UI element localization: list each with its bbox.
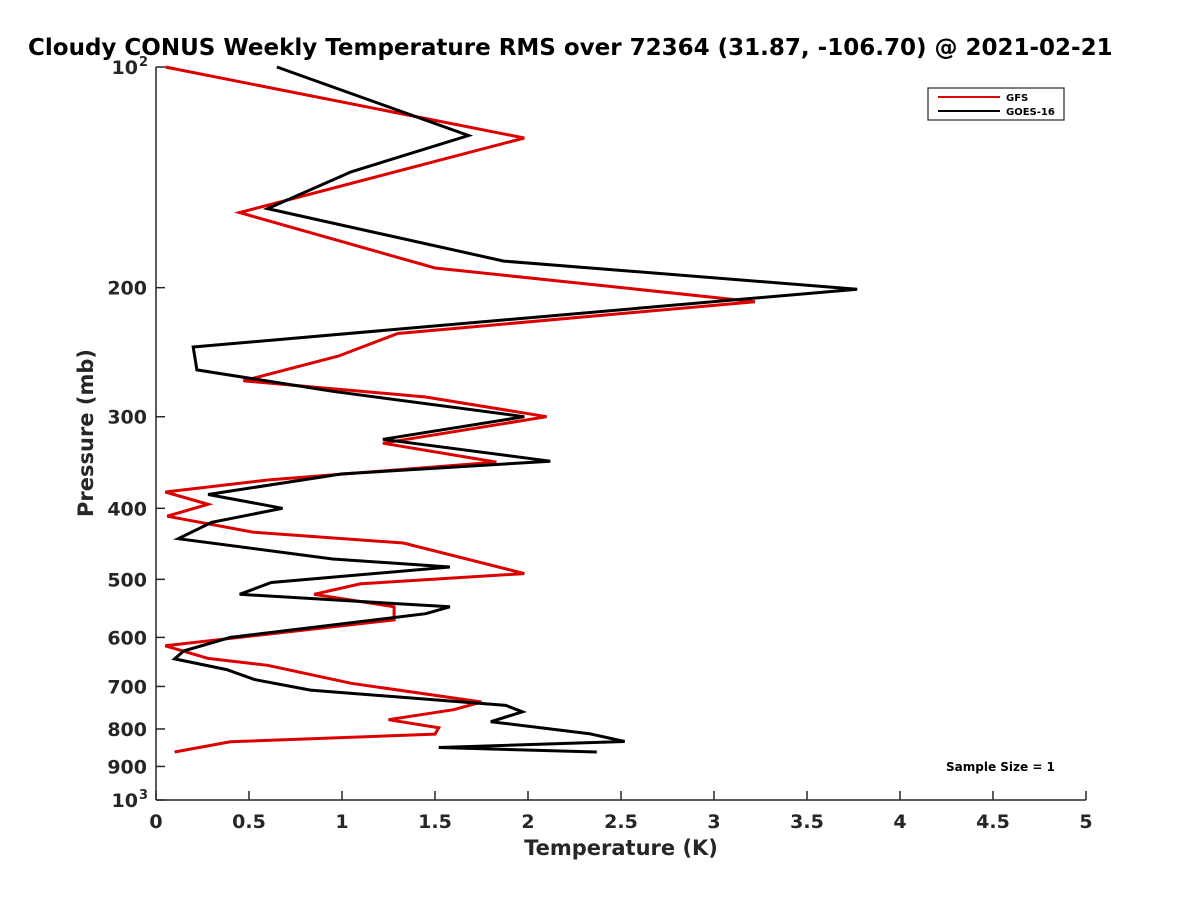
y-tick-label: 900 bbox=[107, 756, 147, 778]
x-tick-label: 4 bbox=[893, 811, 906, 833]
y-tick-label: 300 bbox=[107, 407, 147, 429]
x-tick-label: 3.5 bbox=[790, 811, 824, 833]
y-tick-label: 10 bbox=[112, 57, 138, 79]
chart-title: Cloudy CONUS Weekly Temperature RMS over… bbox=[28, 35, 1113, 61]
y-tick-label: 400 bbox=[107, 498, 147, 520]
x-tick-label: 5 bbox=[1079, 811, 1092, 833]
x-tick-label: 1.5 bbox=[418, 811, 452, 833]
series-layer bbox=[164, 65, 858, 754]
x-tick-label: 2.5 bbox=[604, 811, 638, 833]
y-tick-label: 800 bbox=[107, 719, 147, 741]
x-tick-label: 3 bbox=[707, 811, 720, 833]
y-tick-exponent: 3 bbox=[139, 788, 148, 803]
y-tick-label: 500 bbox=[107, 569, 147, 591]
y-axis-label: Pressure (mb) bbox=[74, 349, 98, 517]
x-tick-label: 4.5 bbox=[976, 811, 1010, 833]
x-tick-label: 0 bbox=[149, 811, 162, 833]
y-tick-label: 600 bbox=[107, 627, 147, 649]
legend-box bbox=[927, 87, 1065, 121]
x-axis-ticks: 0 0.5 1 1.5 2 2.5 3 3.5 4 4.5 5 bbox=[149, 791, 1093, 833]
legend: GFS GOES-16 bbox=[927, 87, 1065, 121]
y-tick-label: 10 bbox=[112, 790, 138, 812]
series-line-gfs bbox=[164, 65, 756, 754]
x-tick-label: 2 bbox=[521, 811, 534, 833]
legend-label-goes16: GOES-16 bbox=[1006, 107, 1055, 118]
y-tick-label: 200 bbox=[107, 278, 147, 300]
x-tick-label: 0.5 bbox=[232, 811, 266, 833]
plot-area bbox=[156, 67, 1086, 800]
y-tick-exponent: 2 bbox=[139, 55, 148, 70]
legend-label-gfs: GFS bbox=[1006, 93, 1028, 104]
x-axis-label: Temperature (K) bbox=[524, 836, 718, 860]
x-tick-label: 1 bbox=[335, 811, 348, 833]
sample-size-annotation: Sample Size = 1 bbox=[946, 760, 1055, 774]
series-line-goes16 bbox=[171, 65, 858, 754]
y-tick-label: 700 bbox=[107, 676, 147, 698]
